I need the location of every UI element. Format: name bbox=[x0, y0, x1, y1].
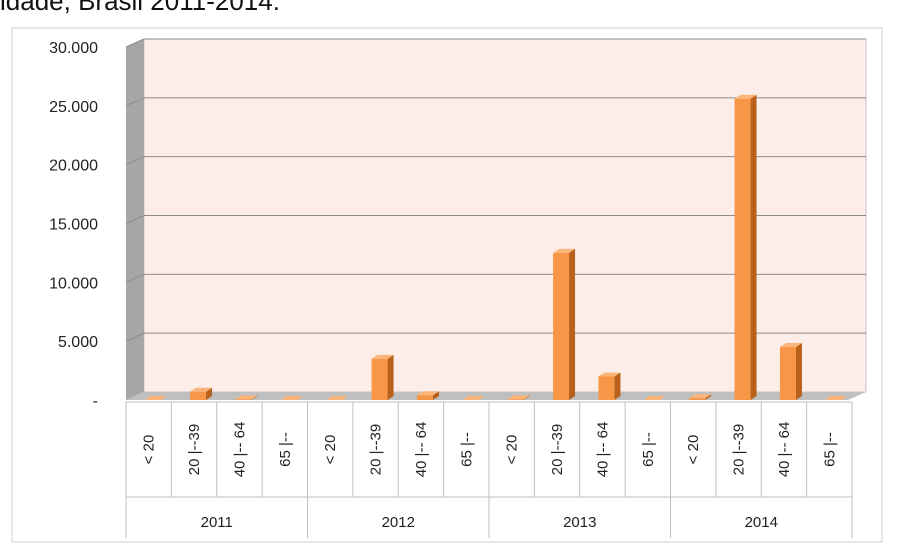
x-category-label: 65 |-- bbox=[458, 432, 475, 467]
y-tick-label: - bbox=[93, 393, 98, 410]
bar-front bbox=[598, 376, 615, 400]
x-category-label: < 20 bbox=[141, 435, 158, 465]
gridline-side bbox=[125, 97, 145, 107]
bar bbox=[190, 387, 213, 400]
x-group-label: 2012 bbox=[382, 514, 415, 531]
bar-side bbox=[387, 354, 394, 400]
x-category-label: 40 |-- 64 bbox=[594, 422, 611, 478]
bar-top bbox=[326, 396, 349, 400]
gridline-side bbox=[125, 273, 145, 283]
gridline-side bbox=[125, 332, 145, 342]
bar bbox=[734, 94, 757, 401]
bar-side bbox=[523, 395, 530, 400]
y-tick-label: 20.000 bbox=[49, 158, 98, 175]
x-category-label: 20 |--39 bbox=[186, 424, 203, 475]
bar-side bbox=[569, 248, 576, 400]
gridline-side bbox=[125, 156, 145, 166]
bar bbox=[643, 396, 666, 400]
bar bbox=[553, 248, 576, 400]
floor bbox=[126, 392, 866, 400]
bar bbox=[280, 396, 303, 400]
bar-side bbox=[750, 94, 757, 401]
bar-front bbox=[235, 399, 252, 400]
gridline-side bbox=[125, 215, 145, 224]
bar bbox=[371, 354, 394, 400]
bar-top bbox=[825, 396, 848, 400]
bar bbox=[825, 396, 848, 400]
bar-top bbox=[598, 372, 621, 377]
x-group-label: 2013 bbox=[563, 514, 596, 531]
bar bbox=[416, 391, 439, 400]
x-group-label: 2014 bbox=[745, 514, 778, 531]
bar-top bbox=[507, 395, 530, 400]
bar-front bbox=[507, 399, 524, 400]
bar-top bbox=[280, 396, 303, 400]
x-category-label: 40 |-- 64 bbox=[776, 422, 793, 478]
x-category-label: 20 |--39 bbox=[549, 424, 566, 475]
y-tick-label: 30.000 bbox=[49, 40, 98, 57]
y-tick-label: 5.000 bbox=[58, 334, 98, 351]
x-category-label: 65 |-- bbox=[821, 432, 838, 467]
page-title: idade, Brasil 2011-2014. bbox=[0, 0, 280, 16]
bar-top bbox=[689, 394, 712, 399]
bar bbox=[326, 396, 349, 400]
bar-front bbox=[734, 98, 751, 401]
bar bbox=[779, 343, 802, 400]
bar-top bbox=[553, 248, 576, 253]
bar-top bbox=[643, 396, 666, 400]
bar-top bbox=[235, 395, 258, 400]
x-category-label: < 20 bbox=[504, 435, 521, 465]
bar-top bbox=[144, 396, 167, 400]
bar-side bbox=[251, 395, 258, 400]
bar bbox=[462, 396, 485, 400]
bar-top bbox=[416, 391, 439, 396]
x-category-label: 40 |-- 64 bbox=[231, 422, 248, 478]
y-tick-label: 10.000 bbox=[49, 275, 98, 292]
bar-front bbox=[553, 252, 570, 400]
bar-top bbox=[371, 354, 394, 359]
bar-side bbox=[705, 394, 712, 400]
bars bbox=[144, 94, 848, 401]
bar bbox=[689, 394, 712, 400]
bar bbox=[507, 395, 530, 400]
x-category-label: < 20 bbox=[685, 435, 702, 465]
bar-top bbox=[779, 343, 802, 348]
bar-side bbox=[206, 387, 213, 400]
bar-top bbox=[462, 396, 485, 400]
y-tick-label: 25.000 bbox=[49, 99, 98, 116]
bar bbox=[598, 372, 621, 400]
bar-front bbox=[416, 395, 433, 400]
x-axis: < 20 20 |--39 40 |-- 64 65 |-- 2011 < 20 20 |-… bbox=[125, 401, 853, 538]
bar-top bbox=[190, 387, 213, 392]
bar-front bbox=[190, 391, 207, 400]
bar-front bbox=[689, 398, 706, 400]
y-tick-label: 15.000 bbox=[49, 217, 98, 234]
x-category-label: 20 |--39 bbox=[731, 424, 748, 475]
x-category-label: 20 |--39 bbox=[368, 424, 385, 475]
x-category-label: 65 |-- bbox=[640, 432, 657, 467]
x-group-label: 2011 bbox=[201, 514, 233, 531]
bar-top bbox=[734, 94, 757, 99]
y-axis-ticks: - 5.000 10.000 15.000 20.000 25.000 30.000 bbox=[49, 40, 98, 410]
bar-front bbox=[779, 347, 796, 400]
bar-side bbox=[432, 391, 439, 400]
bar-side bbox=[614, 372, 621, 400]
x-category-label: < 20 bbox=[322, 435, 339, 465]
gridline-side bbox=[125, 38, 145, 48]
bar-front bbox=[371, 358, 388, 400]
x-category-label: 65 |-- bbox=[277, 432, 294, 467]
bar-side bbox=[795, 343, 802, 400]
bar bbox=[235, 395, 258, 400]
x-category-label: 40 |-- 64 bbox=[413, 422, 430, 478]
bar bbox=[144, 396, 167, 400]
